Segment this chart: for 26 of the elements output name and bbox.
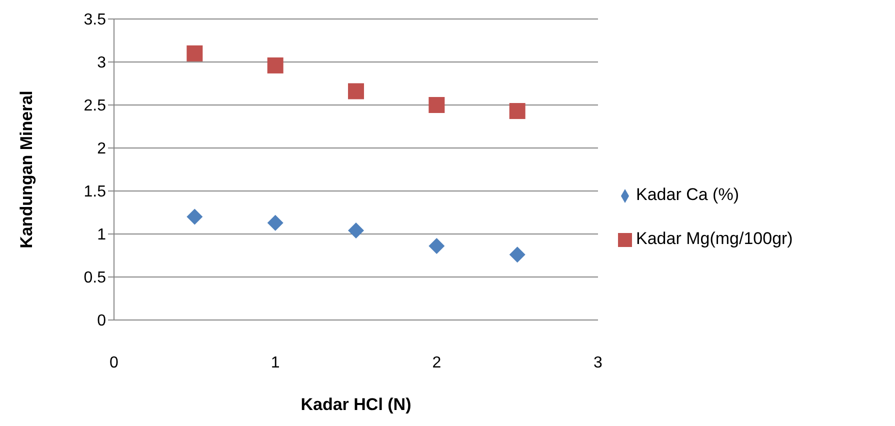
legend-label: Kadar Mg(mg/100gr) <box>636 229 793 248</box>
point <box>348 83 364 100</box>
x-tick-label: 3 <box>594 354 603 372</box>
y-tick-label: 2 <box>97 140 106 158</box>
x-tick-label: 1 <box>270 354 280 372</box>
point <box>186 208 203 225</box>
y-tick-label: 1.5 <box>84 184 106 201</box>
y-tick-label: 0 <box>97 312 106 330</box>
y-axis-title: Kandungan Mineral <box>17 90 36 248</box>
legend-label: Kadar Ca (%) <box>636 185 739 204</box>
y-tick-label: 1 <box>97 226 106 244</box>
y-tick-label: 0.5 <box>84 270 106 287</box>
point <box>428 238 445 254</box>
point <box>509 246 526 263</box>
y-tick-label: 3 <box>97 54 106 72</box>
y-tick-label: 2.5 <box>84 98 106 115</box>
x-tick-label: 2 <box>432 354 442 372</box>
point <box>267 214 284 231</box>
point <box>428 97 445 113</box>
x-tick-label: 0 <box>110 354 119 372</box>
point <box>509 103 526 120</box>
point <box>348 222 364 239</box>
x-axis-title: Kadar HCl (N) <box>300 395 412 414</box>
point <box>186 45 203 62</box>
y-tick-label: 3.5 <box>84 12 106 29</box>
point <box>267 57 284 74</box>
